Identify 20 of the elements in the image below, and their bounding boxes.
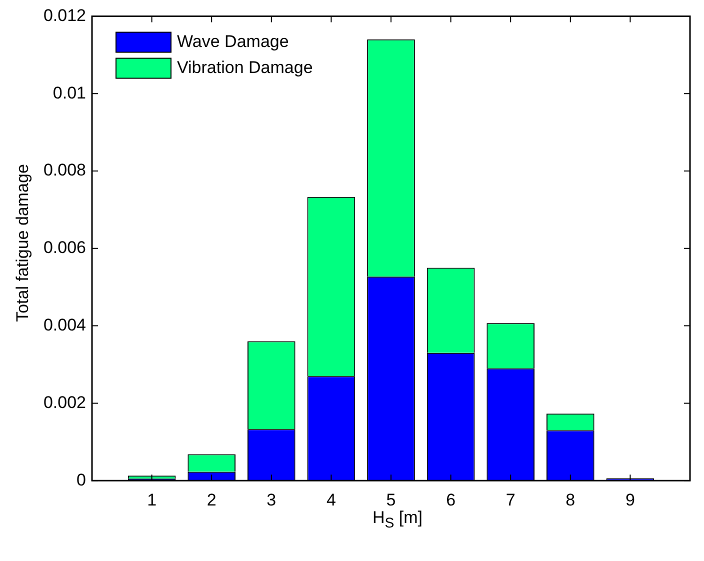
y-tick-label: 0 (76, 470, 86, 490)
x-tick-label: 7 (506, 490, 516, 510)
legend-label: Wave Damage (177, 32, 289, 51)
x-tick-label: 8 (566, 490, 576, 510)
x-tick-label: 4 (326, 490, 336, 510)
x-tick-label: 6 (446, 490, 456, 510)
x-tick-label: 1 (147, 490, 157, 510)
y-tick-label: 0.01 (52, 83, 86, 102)
y-tick-label: 0.002 (43, 392, 86, 412)
x-tick-label: 2 (206, 490, 216, 510)
x-tick-label: 5 (386, 490, 396, 510)
y-tick-label: 0.004 (43, 315, 86, 334)
y-tick-label: 0.012 (43, 6, 86, 25)
y-tick-label: 0.006 (43, 238, 86, 258)
y-axis-title: Total fatigue damage (13, 164, 33, 322)
x-axis-title: H$_{S}$ [m] (371, 508, 424, 532)
y-tick-label: 0.008 (43, 160, 86, 180)
legend-label: Vibration Damage (177, 58, 313, 77)
x-tick-label: 9 (625, 490, 635, 510)
x-tick-label: 3 (266, 490, 276, 510)
